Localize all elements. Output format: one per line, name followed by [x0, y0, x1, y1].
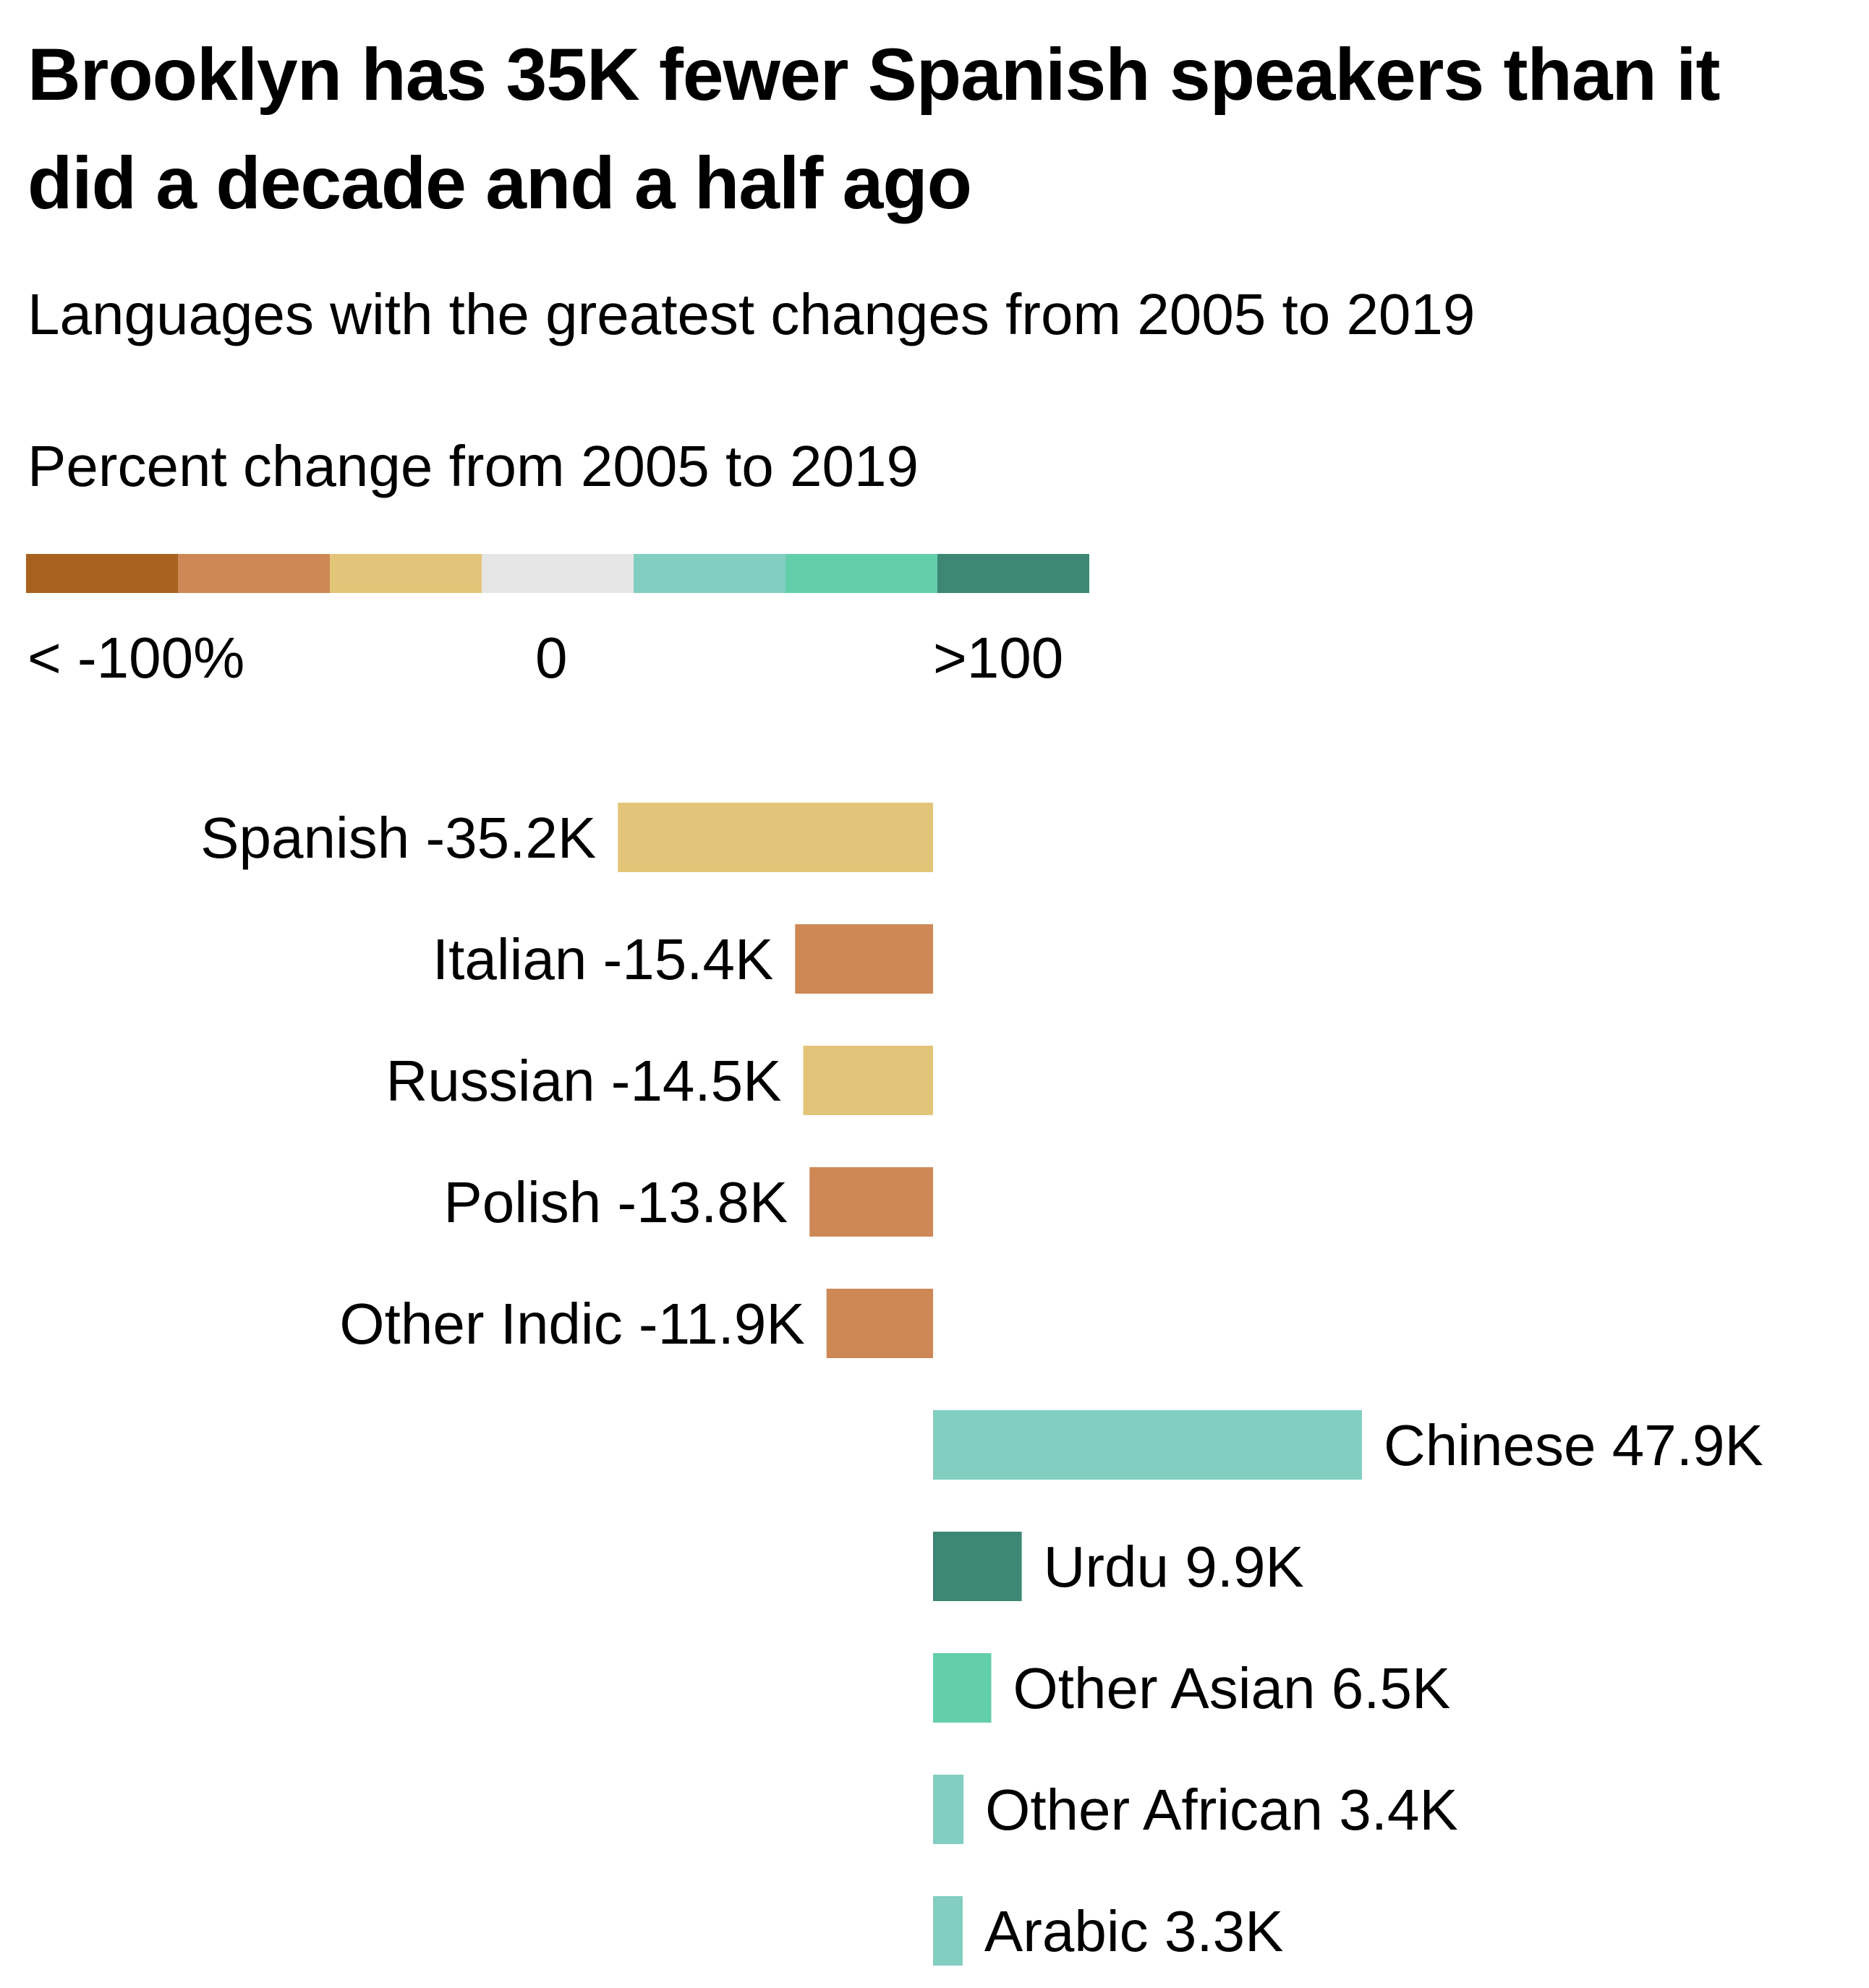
legend-swatch-1 [178, 554, 330, 593]
bar-label-russian: Russian -14.5K [386, 1049, 782, 1113]
bar-other-african [933, 1775, 964, 1844]
legend-title: Percent change from 2005 to 2019 [27, 434, 919, 498]
chart-title: Brooklyn has 35K fewer Spanish speakers … [27, 33, 1721, 224]
legend-swatch-3 [482, 554, 634, 593]
bar-label-urdu: Urdu 9.9K [1044, 1535, 1304, 1599]
bar-urdu [933, 1532, 1022, 1601]
bar-label-other-african: Other African 3.4K [985, 1778, 1458, 1842]
legend-swatch-0 [26, 554, 178, 593]
bar-label-chinese: Chinese 47.9K [1384, 1413, 1763, 1477]
bar-chinese [933, 1410, 1362, 1480]
bar-polish [809, 1167, 933, 1237]
legend-mid-label: 0 [535, 626, 568, 690]
bar-label-other-asian: Other Asian 6.5K [1013, 1656, 1451, 1720]
bar-label-polish: Polish -13.8K [443, 1170, 788, 1234]
legend-swatch-2 [330, 554, 482, 593]
legend-min-label: < -100% [27, 626, 245, 690]
bar-label-italian: Italian -15.4K [433, 927, 773, 991]
bar-spanish [618, 803, 933, 872]
legend-swatch-6 [937, 554, 1089, 593]
legend-max-label: >100 [933, 626, 1064, 690]
bar-arabic [933, 1896, 963, 1966]
bar-chart: Spanish -35.2K Italian -15.4K Russian -14.… [200, 803, 1763, 1966]
bar-label-other-indic: Other Indic -11.9K [339, 1292, 804, 1356]
bar-other-asian [933, 1653, 992, 1723]
bar-label-spanish: Spanish -35.2K [200, 806, 596, 870]
legend-swatch-5 [786, 554, 937, 593]
bar-other-indic [826, 1289, 933, 1358]
bar-russian [803, 1046, 933, 1115]
legend-swatch-4 [634, 554, 786, 593]
color-legend [26, 554, 1089, 593]
chart-subtitle: Languages with the greatest changes from… [27, 282, 1476, 346]
bar-italian [795, 924, 933, 994]
bar-label-arabic: Arabic 3.3K [984, 1899, 1284, 1963]
